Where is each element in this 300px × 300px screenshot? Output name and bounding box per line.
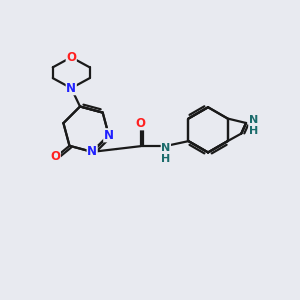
Text: N: N bbox=[87, 146, 97, 158]
Text: N: N bbox=[104, 129, 114, 142]
Text: O: O bbox=[66, 51, 76, 64]
Text: N: N bbox=[66, 82, 76, 95]
Text: O: O bbox=[50, 150, 60, 163]
Text: O: O bbox=[136, 117, 146, 130]
Text: N
H: N H bbox=[249, 115, 258, 136]
Text: N
H: N H bbox=[161, 143, 170, 164]
